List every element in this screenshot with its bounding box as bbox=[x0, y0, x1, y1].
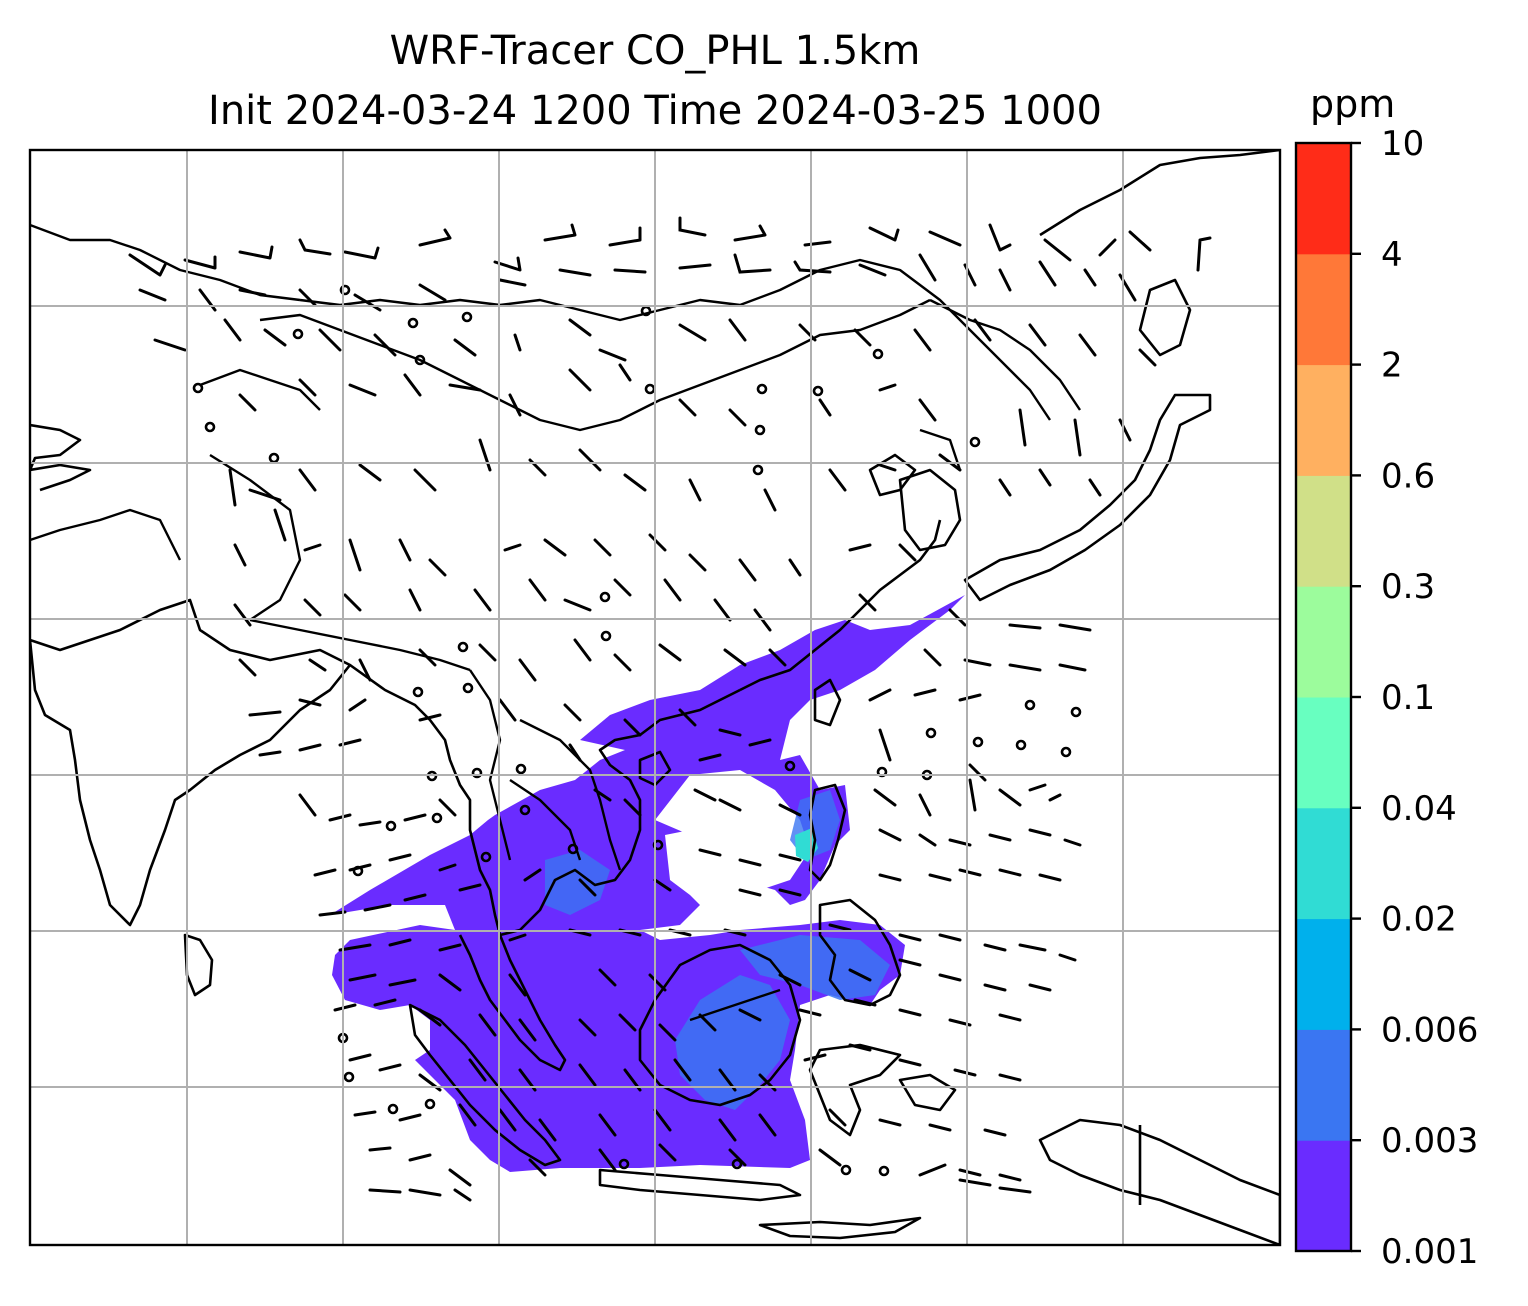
coastline-malay-peninsula bbox=[458, 934, 567, 1072]
colorbar-segment bbox=[1296, 1029, 1351, 1141]
border-china-india bbox=[249, 618, 471, 672]
plume-inner-moderate-2 bbox=[740, 935, 890, 1000]
coastline-sumatra bbox=[408, 1003, 562, 1167]
coastline-indochina bbox=[499, 688, 741, 937]
colorbar-segment bbox=[1296, 475, 1351, 587]
colorbar-tick-label: 4 bbox=[1381, 235, 1403, 275]
border-laos-vietnam bbox=[519, 718, 622, 871]
colorbar-segment bbox=[1296, 807, 1351, 920]
coastline-japan bbox=[963, 393, 1212, 602]
colorbar-segment bbox=[1296, 253, 1351, 366]
coastline-lesser-sunda bbox=[758, 1216, 922, 1240]
colorbar-tick-label: 2 bbox=[1381, 346, 1403, 386]
coastline-hokkaido-sakhalin bbox=[1138, 278, 1192, 357]
colorbar-segment bbox=[1296, 1140, 1351, 1252]
colorbar-segment bbox=[1296, 697, 1351, 809]
coastline-south-china bbox=[739, 519, 942, 692]
colorbar: 0.001 0.003 0.006 0.02 0.04 0.1 0.3 0.6 2 4 10 bbox=[1294, 124, 1478, 1272]
map-title-line-1: WRF-Tracer CO_PHL 1.5km bbox=[389, 28, 921, 74]
coastline-taiwan bbox=[813, 678, 842, 727]
coastline-luzon bbox=[808, 783, 847, 882]
plume-inner-moderate-3 bbox=[545, 850, 610, 915]
colorbar-segment bbox=[1296, 918, 1351, 1030]
border-china-west bbox=[209, 453, 302, 621]
colorbar-segment bbox=[1296, 586, 1351, 698]
border-russia-mongolia bbox=[299, 258, 1051, 421]
border-korea-china bbox=[919, 428, 962, 471]
coastline-java bbox=[598, 1168, 802, 1202]
map-area bbox=[30, 150, 1280, 1245]
coastline-visayas-mindanao bbox=[818, 898, 902, 1007]
colorbar-tick-label: 0.6 bbox=[1381, 456, 1435, 496]
map-frame bbox=[28, 148, 1282, 1247]
colorbar-tick-label: 0.04 bbox=[1381, 789, 1457, 829]
coastline-bay-of-bengal-east bbox=[349, 663, 502, 936]
colorbar-tick-label: 0.001 bbox=[1381, 1232, 1478, 1272]
border-central-asia bbox=[199, 368, 321, 411]
colorbar-segment bbox=[1296, 143, 1351, 255]
coastline-korea bbox=[898, 468, 962, 552]
border-myanmar bbox=[469, 669, 512, 861]
coastlines bbox=[30, 150, 1280, 1245]
border-china-mongolia bbox=[259, 298, 931, 432]
map-title-line-2: Init 2024-03-24 1200 Time 2024-03-25 100… bbox=[208, 88, 1102, 134]
coastline-bohai bbox=[868, 453, 917, 497]
border-pakistan-india bbox=[30, 508, 182, 561]
gridlines bbox=[30, 150, 1280, 1245]
colorbar-tick-label: 0.02 bbox=[1381, 900, 1457, 940]
colorbar-tick-label: 0.3 bbox=[1381, 567, 1435, 607]
colorbar-segment bbox=[1296, 364, 1351, 476]
colorbar-tick-label: 0.006 bbox=[1381, 1010, 1478, 1050]
colorbar-tick-label: 0.003 bbox=[1381, 1121, 1478, 1161]
coastline-new-guinea bbox=[1038, 1118, 1280, 1245]
colorbar-unit: ppm bbox=[1310, 82, 1396, 126]
plume-gulf-hole bbox=[655, 770, 810, 890]
border-russia-china-northeast bbox=[929, 298, 1081, 411]
country-borders bbox=[30, 223, 1081, 1022]
coastline-maluku bbox=[898, 1073, 957, 1112]
colorbar-tick-label: 10 bbox=[1381, 124, 1424, 164]
colorbar-tick-label: 0.1 bbox=[1381, 678, 1435, 718]
coastline-russia-pacific bbox=[1039, 150, 1280, 237]
coastline-india bbox=[30, 598, 352, 927]
wind-barbs bbox=[128, 216, 1212, 1202]
border-borneo-internal bbox=[689, 988, 781, 1022]
